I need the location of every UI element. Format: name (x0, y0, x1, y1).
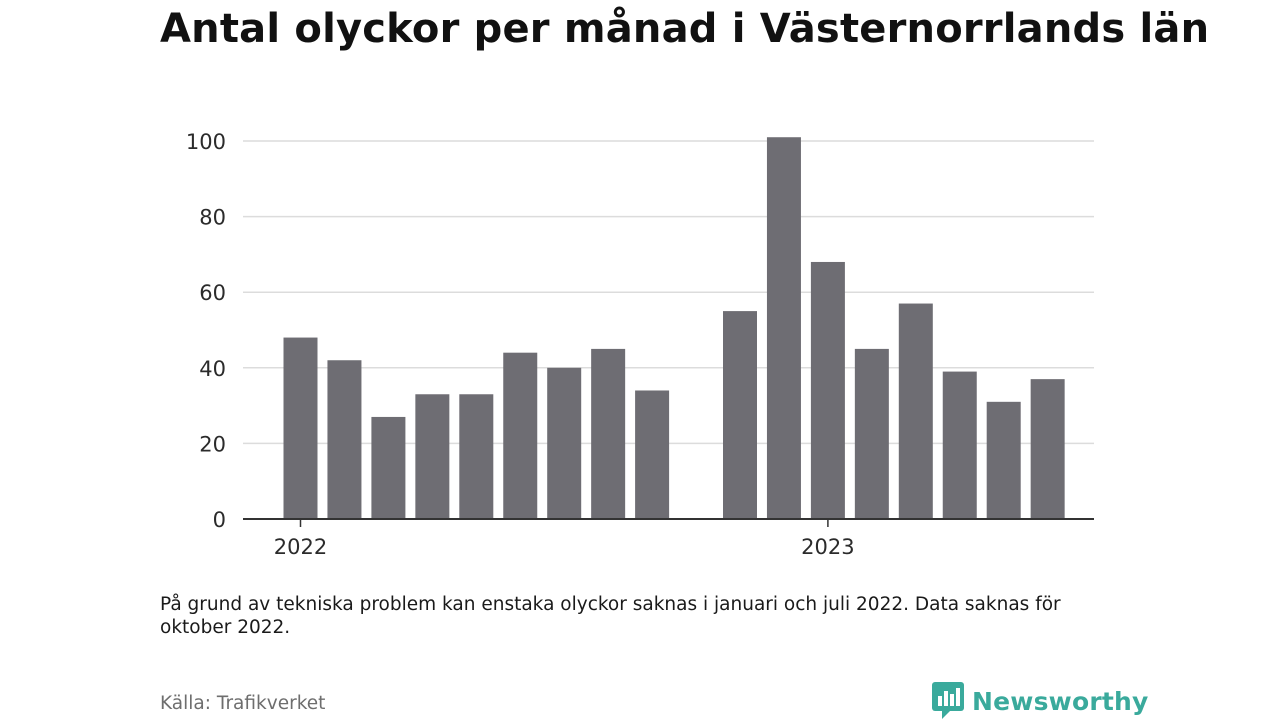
bar (723, 311, 757, 519)
chart-title: Antal olyckor per månad i Västernorrland… (160, 6, 1210, 52)
y-tick-label: 60 (199, 281, 226, 305)
bar (371, 416, 406, 519)
bar (942, 371, 977, 519)
x-tick-label: 2022 (274, 535, 327, 559)
bar (415, 394, 450, 519)
bar (854, 348, 889, 519)
bar (766, 137, 801, 519)
x-axis: 2022 2023 (243, 518, 1094, 559)
bar (810, 261, 845, 519)
brand-name: Newsworthy (972, 686, 1149, 716)
y-axis-ticks: 0 20 40 60 80 100 (186, 130, 226, 532)
bar (283, 337, 318, 519)
brand-logo: Newsworthy (932, 682, 1149, 720)
y-tick-label: 80 (199, 206, 226, 230)
y-tick-label: 0 (213, 508, 226, 532)
bar (547, 367, 582, 519)
bars (283, 137, 1065, 519)
y-tick-label: 20 (199, 432, 226, 456)
bar (459, 394, 494, 519)
bar (591, 348, 626, 519)
bar (986, 401, 1021, 519)
y-tick-label: 40 (199, 357, 226, 381)
bar (1030, 379, 1065, 519)
bar (898, 303, 933, 519)
y-tick-label: 100 (186, 130, 226, 154)
bar (503, 352, 538, 519)
source-credit: Källa: Trafikverket (160, 693, 326, 714)
x-tick-label: 2023 (801, 535, 854, 559)
chart-note: På grund av tekniska problem kan enstaka… (160, 594, 1061, 638)
bar (635, 390, 670, 519)
newsworthy-logo-icon (932, 682, 964, 719)
bar-chart: 0 20 40 60 80 100 2022 2023 (186, 130, 1094, 559)
bar (327, 360, 362, 519)
